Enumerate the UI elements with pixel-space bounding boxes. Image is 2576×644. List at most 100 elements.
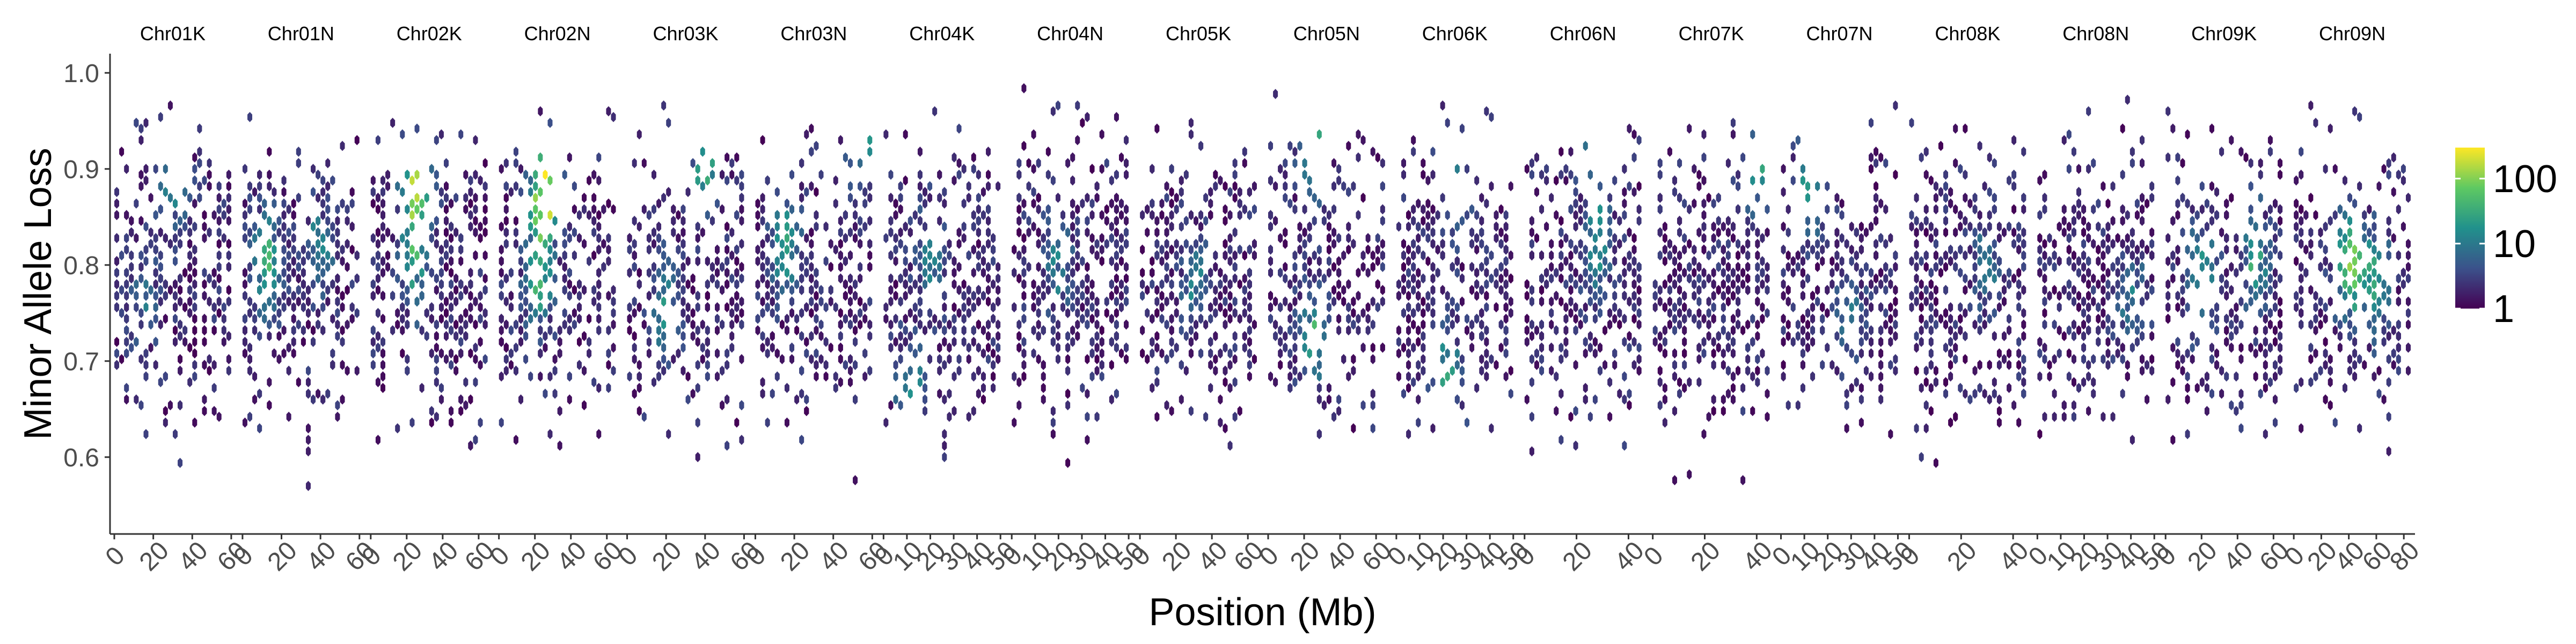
hexbin-cell [942, 452, 947, 463]
hexbin-cell [1631, 233, 1637, 244]
hexbin-cell [1237, 279, 1242, 290]
hexbin-cell [1454, 313, 1460, 324]
hexbin-cell [311, 256, 316, 267]
hexbin-cell [1696, 181, 1702, 192]
hexbin-cell [562, 238, 567, 249]
hexbin-cell [695, 383, 700, 393]
hexbin-cell [419, 198, 425, 209]
hexbin-cell [917, 365, 923, 376]
hexbin-cell [1268, 256, 1274, 267]
hexbin-cell [1065, 284, 1071, 295]
hexbin-cell [1672, 187, 1678, 197]
hexbin-cell [853, 221, 858, 232]
hexbin-cell [1213, 284, 1218, 295]
hexbin-cell [1657, 158, 1663, 169]
hexbin-cell [221, 325, 226, 336]
hexbin-cell [789, 296, 795, 307]
hexbin-cell [1247, 244, 1252, 255]
hexbin-cell [1878, 360, 1884, 370]
hexbin-cell [596, 175, 602, 186]
hexbin-cell [153, 336, 158, 347]
hexbin-cell [197, 158, 202, 169]
hexbin-cell [1252, 238, 1257, 249]
hexbin-cell [325, 215, 331, 226]
hexbin-cell [1316, 279, 1322, 290]
facet-label: Chr01K [140, 23, 206, 45]
hexbin-cell [1321, 204, 1327, 215]
hexbin-cell [301, 336, 306, 347]
hexbin-cell [395, 423, 400, 434]
hexbin-cell [449, 348, 454, 358]
hexbin-cell [1109, 313, 1114, 324]
hexbin-cell [1716, 227, 1721, 238]
hexbin-cell [1503, 267, 1509, 278]
hexbin-cell [1104, 158, 1109, 169]
hexbin-cell [424, 193, 429, 203]
hexbin-cell [1800, 348, 1805, 358]
hexbin-cell [1687, 377, 1692, 387]
hexbin-cell [1677, 158, 1682, 169]
hexbin-cell [1602, 290, 1608, 301]
hexbin-cell [247, 227, 253, 238]
hexbin-cell [311, 164, 316, 174]
hexbin-cell [325, 158, 331, 169]
hexbin-cell [134, 336, 139, 347]
hexbin-cell [1563, 256, 1569, 267]
hexbin-cell [449, 244, 454, 255]
hexbin-cell [1232, 342, 1238, 353]
hexbin-cell [1494, 221, 1499, 232]
hexbin-cell [1498, 238, 1504, 249]
hexbin-cell [202, 336, 207, 347]
hexbin-cell [1736, 261, 1741, 272]
hexbin-cell [700, 342, 705, 353]
hexbin-cell [1016, 193, 1022, 203]
hexbin-cell [1223, 342, 1228, 353]
hexbin-cell [1045, 308, 1051, 318]
hexbin-cell [952, 336, 957, 347]
hexbin-cell [1109, 233, 1114, 244]
hexbin-cell [1085, 435, 1090, 445]
hexbin-cell [1089, 336, 1095, 347]
hexbin-cell [705, 256, 710, 267]
hexbin-cell [1563, 313, 1569, 324]
hexbin-cell [1893, 354, 1898, 364]
hexbin-cell [1430, 238, 1436, 249]
hexbin-cell [335, 273, 340, 284]
hexbin-cell [1933, 296, 1938, 307]
hexbin-cell [680, 296, 686, 307]
hexbin-cell [221, 210, 226, 221]
hexbin-cell [1346, 279, 1351, 290]
hexbin-cell [316, 227, 321, 238]
hexbin-cell [917, 170, 923, 180]
hexbin-cell [405, 354, 410, 364]
hexbin-cell [114, 210, 120, 221]
hexbin-cell [1948, 244, 1953, 255]
hexbin-cell [192, 302, 197, 313]
hexbin-cell [734, 267, 740, 278]
hexbin-cell [335, 331, 340, 341]
hexbin-cell [1494, 302, 1499, 313]
hexbin-cell [291, 210, 296, 221]
hexbin-cell [1273, 181, 1278, 192]
hexbin-cell [1050, 302, 1056, 313]
hexbin-cell [242, 210, 247, 221]
hexbin-cell [1316, 267, 1322, 278]
hexbin-cell [996, 331, 1001, 341]
hexbin-cell [1094, 331, 1100, 341]
hexbin-cell [774, 233, 780, 244]
hexbin-cell [705, 279, 710, 290]
hexbin-cell [134, 233, 139, 244]
hexbin-cell [1716, 342, 1721, 353]
hexbin-cell [1198, 267, 1204, 278]
hexbin-cell [1750, 313, 1755, 324]
hexbin-cell [1967, 198, 1973, 209]
hexbin-cell [305, 435, 311, 445]
hexbin-cell [980, 325, 986, 336]
hexbin-cell [226, 204, 231, 215]
hexbin-cell [114, 360, 120, 370]
hexbin-cell [853, 198, 858, 209]
hexbin-cell [1140, 290, 1145, 301]
hexbin-cell [1745, 319, 1751, 330]
hexbin-cell [380, 210, 385, 221]
hexbin-cell [291, 313, 296, 324]
